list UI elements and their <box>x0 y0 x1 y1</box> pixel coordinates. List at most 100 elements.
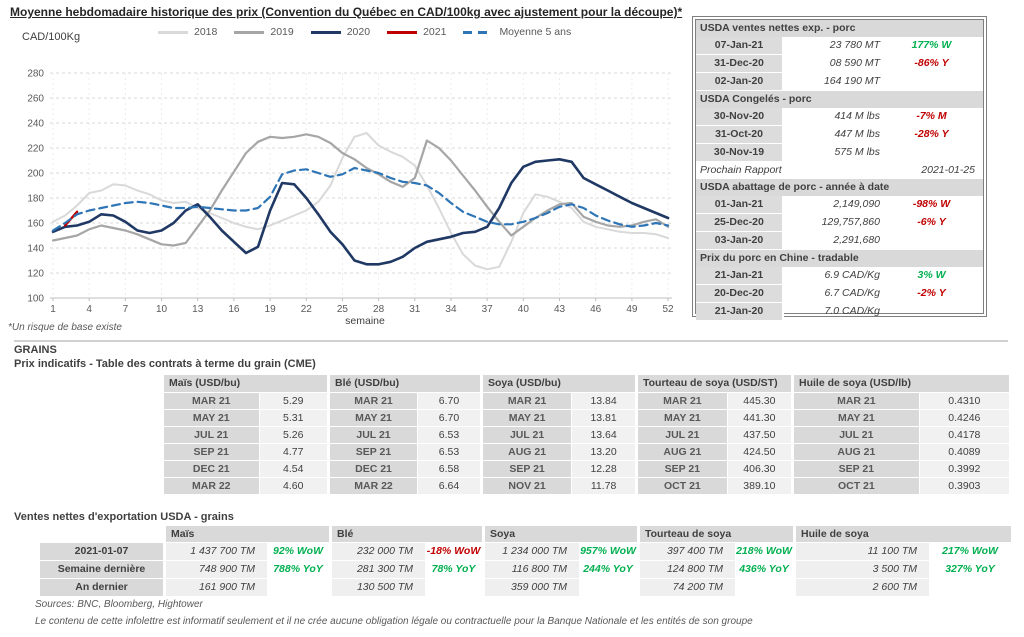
futures-price: 6.53 <box>418 427 480 443</box>
y-tick-label: 260 <box>27 94 44 105</box>
y-tick-label: 160 <box>27 219 44 230</box>
y-tick-label: 240 <box>27 119 44 130</box>
futures-price: 6.58 <box>418 461 480 477</box>
pork-section-header: USDA ventes nettes exp. - porc <box>696 20 983 37</box>
pork-section-header: USDA abattage de porc - année à date <box>696 179 983 196</box>
exports-row-label: Semaine dernière <box>40 561 163 578</box>
futures-contract-month: JUL 21 <box>330 427 417 443</box>
futures-row: DEC 21 6.58 <box>330 461 480 477</box>
exports-cell-group: 116 800 TM 244% YoY <box>485 561 637 578</box>
exports-cell-group: 11 100 TM 217% WoW <box>796 543 1011 560</box>
futures-contract-month: MAR 21 <box>638 393 727 409</box>
exports-volume: 1 437 700 TM <box>166 543 267 560</box>
legend-line-swatch <box>158 30 188 34</box>
futures-row: MAR 21 5.29 <box>164 393 327 409</box>
futures-row: MAR 22 6.64 <box>330 478 480 494</box>
exports-cell-group: 232 000 TM -18% WoW <box>332 543 482 560</box>
legend-label: 2020 <box>346 26 371 38</box>
pork-row-date: 30-Nov-19 <box>696 144 784 162</box>
x-tick-label: 52 <box>662 304 674 315</box>
futures-row: AUG 21 0.4089 <box>794 444 1009 460</box>
futures-price: 12.28 <box>572 461 635 477</box>
legend-line-swatch <box>310 30 341 34</box>
exports-volume: 232 000 TM <box>332 543 425 560</box>
pork-row-change: -2% Y <box>917 287 946 299</box>
pork-row-date: 25-Dec-20 <box>696 214 784 232</box>
pork-data-row: 02-Jan-20 164 190 MT <box>696 73 983 91</box>
legend-line-swatch <box>463 30 494 34</box>
pork-section-header: USDA Congelés - porc <box>696 91 983 108</box>
exports-row-label: 2021-01-07 <box>40 543 163 560</box>
futures-contract-month: MAR 21 <box>794 393 919 409</box>
futures-contract-month: MAR 22 <box>330 478 417 494</box>
exports-volume: 1 234 000 TM <box>485 543 579 560</box>
exports-change-pct: 92% WoW <box>273 545 323 557</box>
x-tick-label: 10 <box>156 304 168 315</box>
futures-price: 5.26 <box>259 427 327 443</box>
futures-row: SEP 21 406.30 <box>638 461 791 477</box>
futures-price: 424.50 <box>727 444 791 460</box>
exports-row-label: An dernier <box>40 579 163 596</box>
x-tick-label: 1 <box>50 304 56 315</box>
y-tick-label: 180 <box>27 194 44 205</box>
futures-contract-month: MAR 21 <box>164 393 259 409</box>
pork-row-date: 21-Jan-20 <box>696 303 784 321</box>
futures-commodity-header: Maïs (USD/bu) <box>164 375 327 392</box>
futures-price: 6.53 <box>418 444 480 460</box>
futures-commodity-header: Huile de soya (USD/lb) <box>794 375 1009 392</box>
futures-price: 0.4089 <box>919 444 1009 460</box>
futures-price: 441.30 <box>727 410 791 426</box>
futures-row: SEP 21 6.53 <box>330 444 480 460</box>
series-line-2018 <box>52 132 670 271</box>
pork-next-report-date: 2021-01-25 <box>921 164 975 176</box>
exports-volume: 124 800 TM <box>640 561 735 578</box>
exports-cell-group: 1 437 700 TM 92% WoW <box>166 543 329 560</box>
exports-change-pct <box>735 579 793 596</box>
page-title: Moyenne hebdomadaire historique des prix… <box>10 5 683 19</box>
exports-table-title: Ventes nettes d'exportation USDA - grain… <box>14 511 234 523</box>
legend-label: 2021 <box>423 26 447 38</box>
x-tick-label: 28 <box>373 304 385 315</box>
futures-row: JUL 21 5.26 <box>164 427 327 443</box>
futures-contract-month: MAR 22 <box>164 478 259 494</box>
futures-price: 6.70 <box>418 410 480 426</box>
futures-commodity-header: Soya (USD/bu) <box>483 375 635 392</box>
sources-line: Sources: BNC, Bloomberg, Hightower <box>35 599 203 610</box>
pork-row-value: 129,757,860 <box>821 216 880 228</box>
futures-contract-month: MAY 21 <box>164 410 259 426</box>
pork-data-row: 07-Jan-21 23 780 MT 177% W <box>696 37 983 55</box>
pork-row-value: 08 590 MT <box>829 57 880 69</box>
pork-section-header: Prix du porc en Chine - tradable <box>696 250 983 267</box>
pork-row-date: 21-Jan-21 <box>696 267 784 285</box>
chart-footnote: *Un risque de base existe <box>8 322 122 333</box>
futures-row: MAY 21 441.30 <box>638 410 791 426</box>
exports-change-pct: 217% WoW <box>942 545 998 557</box>
futures-row: JUL 21 6.53 <box>330 427 480 443</box>
futures-row: MAR 21 445.30 <box>638 393 791 409</box>
exports-change-pct: -18% WoW <box>426 545 481 557</box>
x-tick-label: 7 <box>123 304 129 315</box>
futures-row: NOV 21 11.78 <box>483 478 635 494</box>
pork-data-row: 25-Dec-20 129,757,860 -6% Y <box>696 214 983 232</box>
futures-row: JUL 21 437.50 <box>638 427 791 443</box>
pork-row-date: 07-Jan-21 <box>696 37 784 55</box>
y-tick-label: 200 <box>27 169 44 180</box>
futures-contract-month: OCT 21 <box>638 478 727 494</box>
exports-change-pct: 244% YoY <box>583 563 633 575</box>
futures-commodity-header: Blé (USD/bu) <box>330 375 480 392</box>
exports-cell-group: 2 600 TM <box>796 579 1011 596</box>
pork-row-date: 31-Dec-20 <box>696 55 784 73</box>
futures-row: OCT 21 0.3903 <box>794 478 1009 494</box>
exports-cell-group: 161 900 TM <box>166 579 329 596</box>
y-tick-label: 120 <box>27 269 44 280</box>
futures-price: 6.70 <box>418 393 480 409</box>
futures-price: 5.29 <box>259 393 327 409</box>
pork-next-report-row: Prochain Rapport 2021-01-25 <box>696 162 983 179</box>
exports-change-pct: 218% WoW <box>736 545 792 557</box>
legend-label: Moyenne 5 ans <box>499 26 572 38</box>
legend-item-2020: 2020 <box>310 26 371 38</box>
grains-section-title: GRAINS <box>14 344 57 356</box>
series-line-2020 <box>51 158 670 266</box>
exports-data-row: Semaine dernière 748 900 TM 788% YoY 281 30… <box>40 561 1011 578</box>
futures-price: 406.30 <box>727 461 791 477</box>
